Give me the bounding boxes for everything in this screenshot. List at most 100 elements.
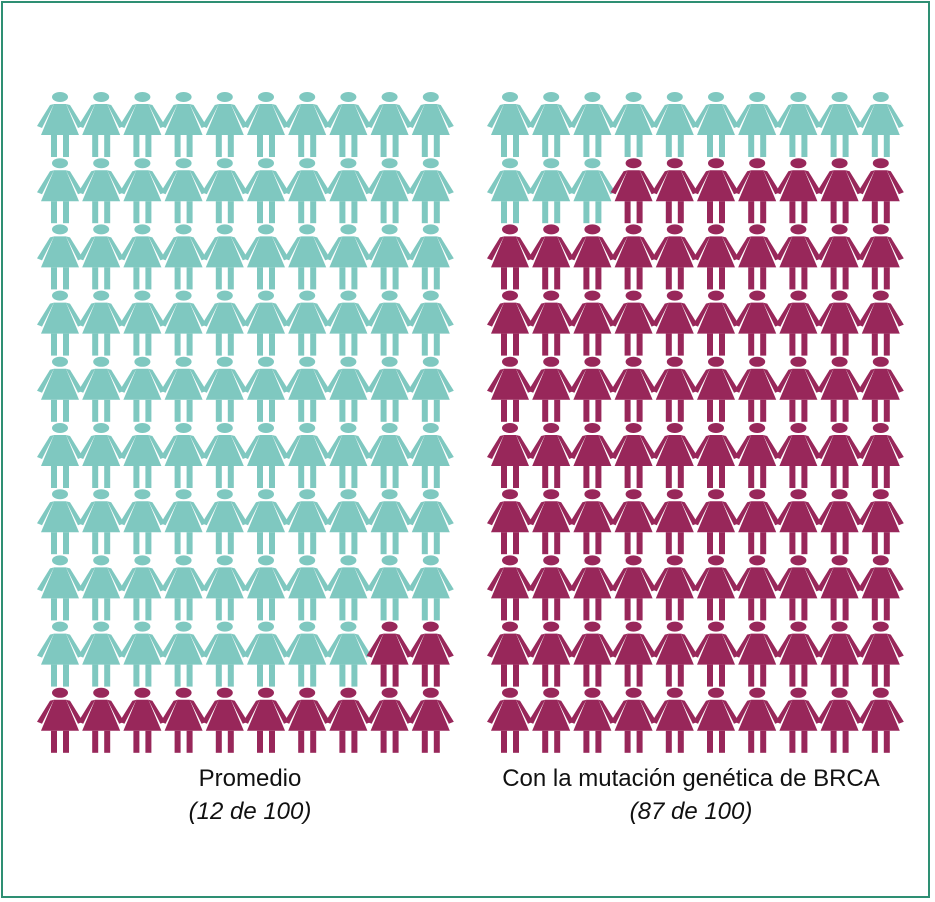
unaffected-woman-icon	[37, 356, 83, 422]
affected-woman-icon	[734, 423, 781, 488]
unaffected-woman-icon	[857, 92, 904, 157]
caption-brca: Con la mutación genética de BRCA (87 de …	[461, 762, 921, 828]
affected-woman-icon	[528, 555, 575, 621]
caption-average: Promedio (12 de 100)	[20, 762, 480, 828]
unaffected-woman-icon	[325, 489, 372, 555]
affected-woman-icon	[610, 158, 657, 224]
unaffected-woman-icon	[284, 290, 331, 356]
affected-woman-icon	[857, 621, 904, 687]
affected-woman-icon	[857, 555, 904, 621]
unaffected-woman-icon	[243, 621, 289, 687]
affected-woman-icon	[693, 158, 739, 224]
unaffected-woman-icon	[78, 158, 125, 224]
unaffected-woman-icon	[78, 423, 125, 488]
affected-woman-icon	[610, 555, 657, 621]
unaffected-woman-icon	[284, 224, 331, 290]
unaffected-woman-icon	[407, 489, 454, 555]
affected-woman-icon	[569, 555, 616, 621]
affected-woman-icon	[734, 555, 781, 621]
affected-woman-icon	[857, 224, 904, 290]
unaffected-woman-icon	[37, 555, 83, 621]
unaffected-woman-icon	[325, 621, 372, 687]
unaffected-woman-icon	[325, 290, 372, 356]
unaffected-woman-icon	[775, 92, 822, 157]
unaffected-woman-icon	[160, 158, 207, 224]
affected-woman-icon	[528, 356, 575, 422]
affected-woman-icon	[487, 621, 533, 687]
unaffected-woman-icon	[816, 92, 863, 157]
unaffected-woman-icon	[37, 290, 83, 356]
unaffected-woman-icon	[119, 356, 166, 422]
affected-woman-icon	[569, 687, 616, 753]
affected-woman-icon	[325, 687, 372, 753]
unaffected-woman-icon	[407, 356, 454, 422]
unaffected-woman-icon	[284, 621, 331, 687]
affected-woman-icon	[775, 687, 822, 753]
affected-woman-icon	[651, 489, 698, 555]
affected-woman-icon	[734, 356, 781, 422]
affected-woman-icon	[857, 356, 904, 422]
affected-woman-icon	[569, 489, 616, 555]
affected-woman-icon	[693, 290, 739, 356]
affected-woman-icon	[528, 489, 575, 555]
unaffected-woman-icon	[325, 356, 372, 422]
unaffected-woman-icon	[78, 224, 125, 290]
affected-woman-icon	[693, 489, 739, 555]
affected-woman-icon	[284, 687, 331, 753]
affected-woman-icon	[775, 423, 822, 488]
unaffected-woman-icon	[78, 489, 125, 555]
unaffected-woman-icon	[119, 92, 166, 157]
unaffected-woman-icon	[284, 356, 331, 422]
affected-woman-icon	[816, 356, 863, 422]
unaffected-woman-icon	[78, 290, 125, 356]
unaffected-woman-icon	[119, 489, 166, 555]
affected-woman-icon	[78, 687, 125, 753]
affected-woman-icon	[693, 621, 739, 687]
affected-woman-icon	[651, 158, 698, 224]
affected-woman-icon	[734, 224, 781, 290]
unaffected-woman-icon	[160, 224, 207, 290]
unaffected-woman-icon	[528, 92, 575, 157]
affected-woman-icon	[569, 356, 616, 422]
affected-woman-icon	[734, 158, 781, 224]
unaffected-woman-icon	[407, 92, 454, 157]
affected-woman-icon	[816, 621, 863, 687]
affected-woman-icon	[610, 687, 657, 753]
unaffected-woman-icon	[37, 423, 83, 488]
unaffected-woman-icon	[119, 158, 166, 224]
unaffected-woman-icon	[366, 224, 413, 290]
unaffected-woman-icon	[119, 224, 166, 290]
unaffected-woman-icon	[119, 290, 166, 356]
unaffected-woman-icon	[201, 423, 248, 488]
affected-woman-icon	[487, 224, 533, 290]
affected-woman-icon	[816, 687, 863, 753]
affected-woman-icon	[693, 423, 739, 488]
unaffected-woman-icon	[284, 423, 331, 488]
unaffected-woman-icon	[569, 92, 616, 157]
unaffected-woman-icon	[487, 158, 533, 224]
pictograph-brca	[487, 92, 904, 753]
unaffected-woman-icon	[366, 92, 413, 157]
unaffected-woman-icon	[160, 423, 207, 488]
affected-woman-icon	[775, 555, 822, 621]
unaffected-woman-icon	[201, 621, 248, 687]
unaffected-woman-icon	[37, 158, 83, 224]
affected-woman-icon	[734, 687, 781, 753]
pictograph-average	[37, 92, 454, 753]
affected-woman-icon	[651, 224, 698, 290]
caption-average-title: Promedio	[198, 765, 302, 792]
affected-woman-icon	[775, 356, 822, 422]
unaffected-woman-icon	[693, 92, 739, 157]
affected-woman-icon	[775, 290, 822, 356]
unaffected-woman-icon	[243, 489, 289, 555]
unaffected-woman-icon	[160, 92, 207, 157]
affected-woman-icon	[775, 158, 822, 224]
unaffected-woman-icon	[160, 489, 207, 555]
unaffected-woman-icon	[160, 555, 207, 621]
affected-woman-icon	[857, 290, 904, 356]
unaffected-woman-icon	[201, 92, 248, 157]
unaffected-woman-icon	[201, 356, 248, 422]
affected-woman-icon	[775, 621, 822, 687]
affected-woman-icon	[734, 621, 781, 687]
affected-woman-icon	[610, 290, 657, 356]
